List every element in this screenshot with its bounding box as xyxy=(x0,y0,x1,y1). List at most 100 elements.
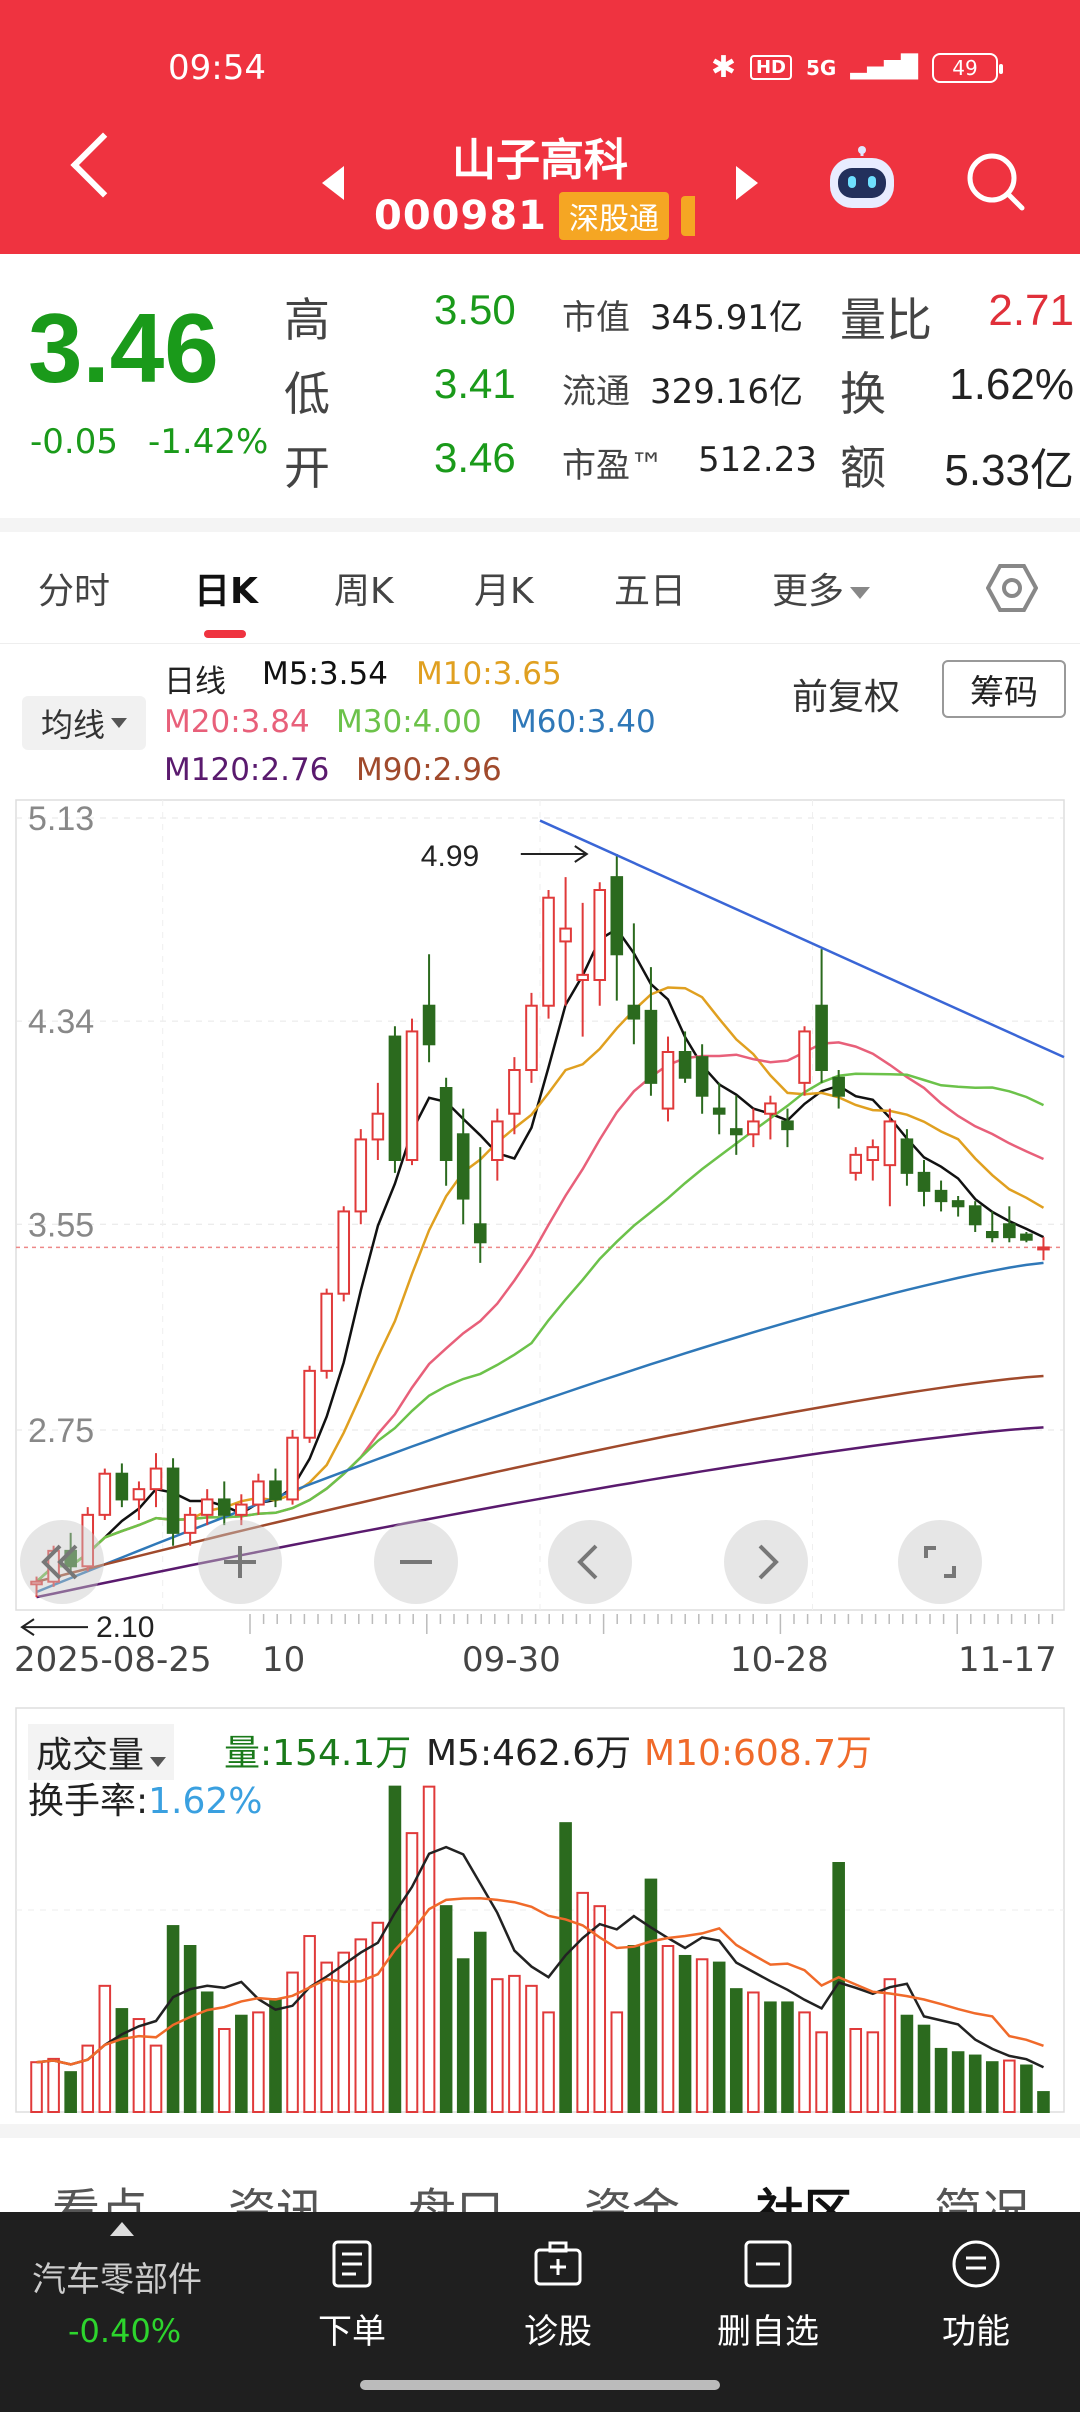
volume-bar xyxy=(781,2001,794,2113)
move-right-button[interactable] xyxy=(724,1520,808,1604)
sector-name[interactable]: 汽车零部件 xyxy=(32,2260,202,2300)
candle xyxy=(1003,1223,1016,1239)
battery-icon: 49 xyxy=(932,52,1003,83)
candle xyxy=(712,1107,726,1115)
candle xyxy=(405,1030,419,1161)
fullscreen-button[interactable] xyxy=(898,1520,982,1604)
sector-change: -0.40% xyxy=(68,2312,182,2350)
candle xyxy=(559,927,572,943)
volume-bar xyxy=(917,2024,931,2113)
volume-bar xyxy=(64,2071,77,2114)
volume-bar xyxy=(985,2061,999,2114)
volume-bar xyxy=(183,1945,197,2113)
candle xyxy=(200,1498,214,1516)
zoom-out-button[interactable] xyxy=(374,1520,458,1604)
volume-bar xyxy=(115,2008,129,2113)
low-label: 低 xyxy=(284,367,330,421)
settings-icon[interactable] xyxy=(986,562,1038,614)
candle xyxy=(371,1112,385,1141)
candle xyxy=(832,1076,845,1097)
chevron-up-icon[interactable] xyxy=(110,2222,134,2236)
volume-chart[interactable] xyxy=(0,1700,1080,2120)
max-price-label: 4.99 xyxy=(421,840,479,873)
volume-indicator-selector[interactable]: 成交量 xyxy=(28,1724,175,1780)
candle xyxy=(337,1210,351,1295)
tab-daily-k[interactable]: 日K xyxy=(194,571,258,612)
fullscreen-icon xyxy=(924,1546,956,1578)
volume-bar xyxy=(132,2018,146,2114)
tab-weekly-k[interactable]: 周K xyxy=(334,571,394,612)
tab-monthly-k[interactable]: 月K xyxy=(474,571,534,612)
candle xyxy=(934,1189,948,1203)
candle xyxy=(627,1004,641,1020)
volume-bar xyxy=(252,2011,265,2113)
volume-bar xyxy=(678,1954,692,2113)
bluetooth-icon: ✱ xyxy=(710,50,736,85)
minus-icon xyxy=(400,1560,432,1564)
candle xyxy=(235,1503,248,1516)
pe-value: 512.23 xyxy=(698,440,817,480)
ma-selector-label: 均线 xyxy=(40,706,105,744)
adjust-type-button[interactable]: 前复权 xyxy=(792,677,901,718)
tab-intraday[interactable]: 分时 xyxy=(38,571,111,612)
tab-five-day[interactable]: 五日 xyxy=(614,571,687,612)
tab-more[interactable]: 更多 xyxy=(772,562,871,614)
candle xyxy=(798,1030,811,1084)
y-tick-label: 4.34 xyxy=(28,1003,94,1041)
candle xyxy=(968,1205,982,1226)
volume-bar xyxy=(900,2014,914,2113)
search-icon[interactable] xyxy=(962,148,1028,214)
home-indicator[interactable] xyxy=(360,2380,720,2390)
candle xyxy=(815,1004,828,1071)
volume-bar xyxy=(200,1991,214,2114)
move-left-button[interactable] xyxy=(548,1520,632,1604)
candle xyxy=(576,973,589,982)
ma-line-m30 xyxy=(35,1072,1045,1583)
chip-distribution-button[interactable]: 筹码 xyxy=(942,660,1066,718)
candle xyxy=(303,1369,316,1439)
kline-chart[interactable]: 5.13 4.34 3.55 2.75 4.99 2.10 xyxy=(0,790,1080,1690)
candle xyxy=(388,1035,402,1161)
volume-bar xyxy=(883,1978,897,2114)
robot-assistant-icon[interactable] xyxy=(824,146,900,212)
period-label: 日线 xyxy=(164,664,226,700)
pe-label: 市盈™ xyxy=(562,446,664,486)
remove-watchlist-button[interactable]: 删自选 xyxy=(698,2238,838,2353)
functions-button[interactable]: 功能 xyxy=(906,2238,1046,2353)
active-tab-indicator xyxy=(204,630,246,638)
high-value: 3.50 xyxy=(434,286,516,333)
candle xyxy=(1020,1233,1033,1241)
volume-bar xyxy=(525,1984,538,2113)
tab-more-label: 更多 xyxy=(772,571,845,612)
low-value: 3.41 xyxy=(434,360,516,407)
hd-icon: HD xyxy=(749,55,792,80)
volume-bar xyxy=(371,1921,385,2113)
float-value: 329.16亿 xyxy=(650,372,803,412)
scroll-left-button[interactable] xyxy=(20,1520,104,1604)
place-order-button[interactable]: 下单 xyxy=(282,2238,422,2353)
diagnose-button[interactable]: 诊股 xyxy=(488,2238,628,2353)
ma-line-m5 xyxy=(35,927,1045,1583)
candle xyxy=(661,1051,675,1110)
next-stock-icon[interactable] xyxy=(736,166,758,200)
vr-value: 2.71 xyxy=(988,286,1074,335)
stock-name: 山子高科 xyxy=(452,135,628,186)
signal-icon: 5G xyxy=(805,55,837,80)
prev-stock-icon[interactable] xyxy=(322,166,344,200)
volume-bar xyxy=(798,2011,811,2113)
chevron-left-icon xyxy=(577,1544,598,1580)
volume-bar xyxy=(644,1878,658,2113)
turnover-rate-label: 换手率: xyxy=(28,1781,149,1822)
volume-bar xyxy=(661,1945,675,2113)
ma-selector[interactable]: 均线 xyxy=(22,696,146,750)
date-label-3: 10-28 xyxy=(730,1640,829,1680)
last-price: 3.46 xyxy=(28,293,219,403)
candle xyxy=(951,1200,965,1208)
volume-bar xyxy=(1020,2064,1033,2113)
zoom-in-button[interactable] xyxy=(198,1520,282,1604)
volume-bar xyxy=(866,2031,880,2114)
candle xyxy=(508,1069,521,1115)
candle xyxy=(695,1056,709,1097)
volume-bar xyxy=(439,1905,453,2113)
candle xyxy=(98,1472,112,1516)
